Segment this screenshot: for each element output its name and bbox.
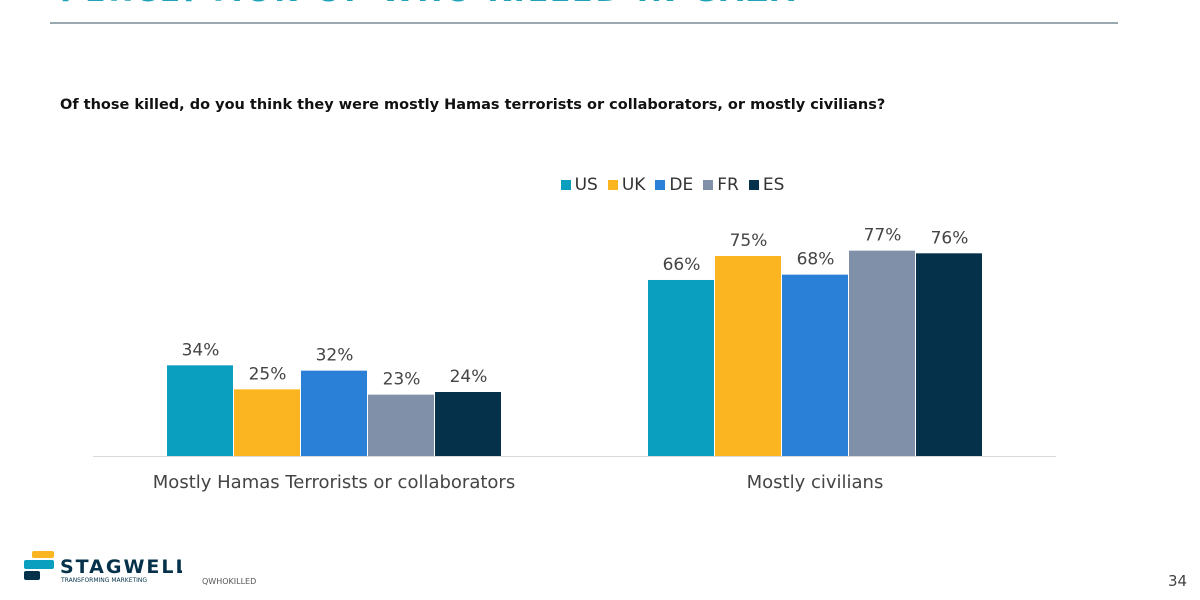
bar-es — [916, 253, 982, 456]
question-code: QWHOKILLED — [202, 577, 257, 586]
legend-label: UK — [621, 175, 646, 195]
legend-swatch — [703, 180, 714, 190]
bar-fr — [849, 250, 915, 456]
legend-item-es: ES — [748, 175, 785, 195]
svg-text:TRANSFORMING MARKETING: TRANSFORMING MARKETING — [60, 577, 147, 583]
data-label: 25% — [249, 364, 287, 384]
legend-swatch — [607, 180, 618, 190]
legend-item-fr: FR — [703, 175, 739, 195]
data-label: 23% — [383, 370, 421, 390]
bar-uk — [715, 255, 781, 456]
legend-swatch — [655, 180, 666, 190]
bar-de — [782, 274, 848, 456]
bar-uk — [234, 389, 300, 456]
page-number: 34 — [1168, 572, 1188, 590]
data-label: 34% — [182, 340, 220, 360]
category-label: Mostly civilians — [747, 472, 884, 493]
bar-us — [167, 365, 233, 456]
legend-label: US — [574, 175, 598, 195]
data-label: 77% — [864, 226, 902, 246]
survey-question: Of those killed, do you think they were … — [60, 97, 886, 113]
legend-item-us: US — [560, 175, 598, 195]
legend-item-uk: UK — [607, 175, 646, 195]
data-label: 68% — [797, 250, 835, 270]
data-label: 24% — [450, 367, 488, 387]
title-divider — [50, 22, 1118, 24]
legend-swatch — [748, 180, 759, 190]
stagwell-logo: STAGWELL TRANSFORMING MARKETING — [22, 551, 188, 587]
data-label: 76% — [931, 228, 969, 248]
bar-es — [435, 391, 501, 456]
bar-fr — [368, 394, 434, 456]
legend-swatch — [560, 180, 571, 190]
legend-label: FR — [717, 175, 739, 195]
legend-label: ES — [762, 175, 785, 195]
category-label: Mostly Hamas Terrorists or collaborators — [153, 472, 515, 493]
svg-text:STAGWELL: STAGWELL — [60, 556, 182, 578]
chart-legend: US UK DE FR ES — [0, 175, 1200, 195]
legend-label: DE — [669, 175, 694, 195]
data-label: 32% — [316, 346, 354, 366]
bar-us — [648, 279, 714, 456]
data-label: 75% — [730, 231, 768, 251]
data-label: 66% — [663, 255, 701, 275]
bar-de — [301, 370, 367, 456]
page-title: PERCEPTION OF WHO KILLED IN GAZA — [60, 0, 797, 9]
legend-item-de: DE — [655, 175, 693, 195]
